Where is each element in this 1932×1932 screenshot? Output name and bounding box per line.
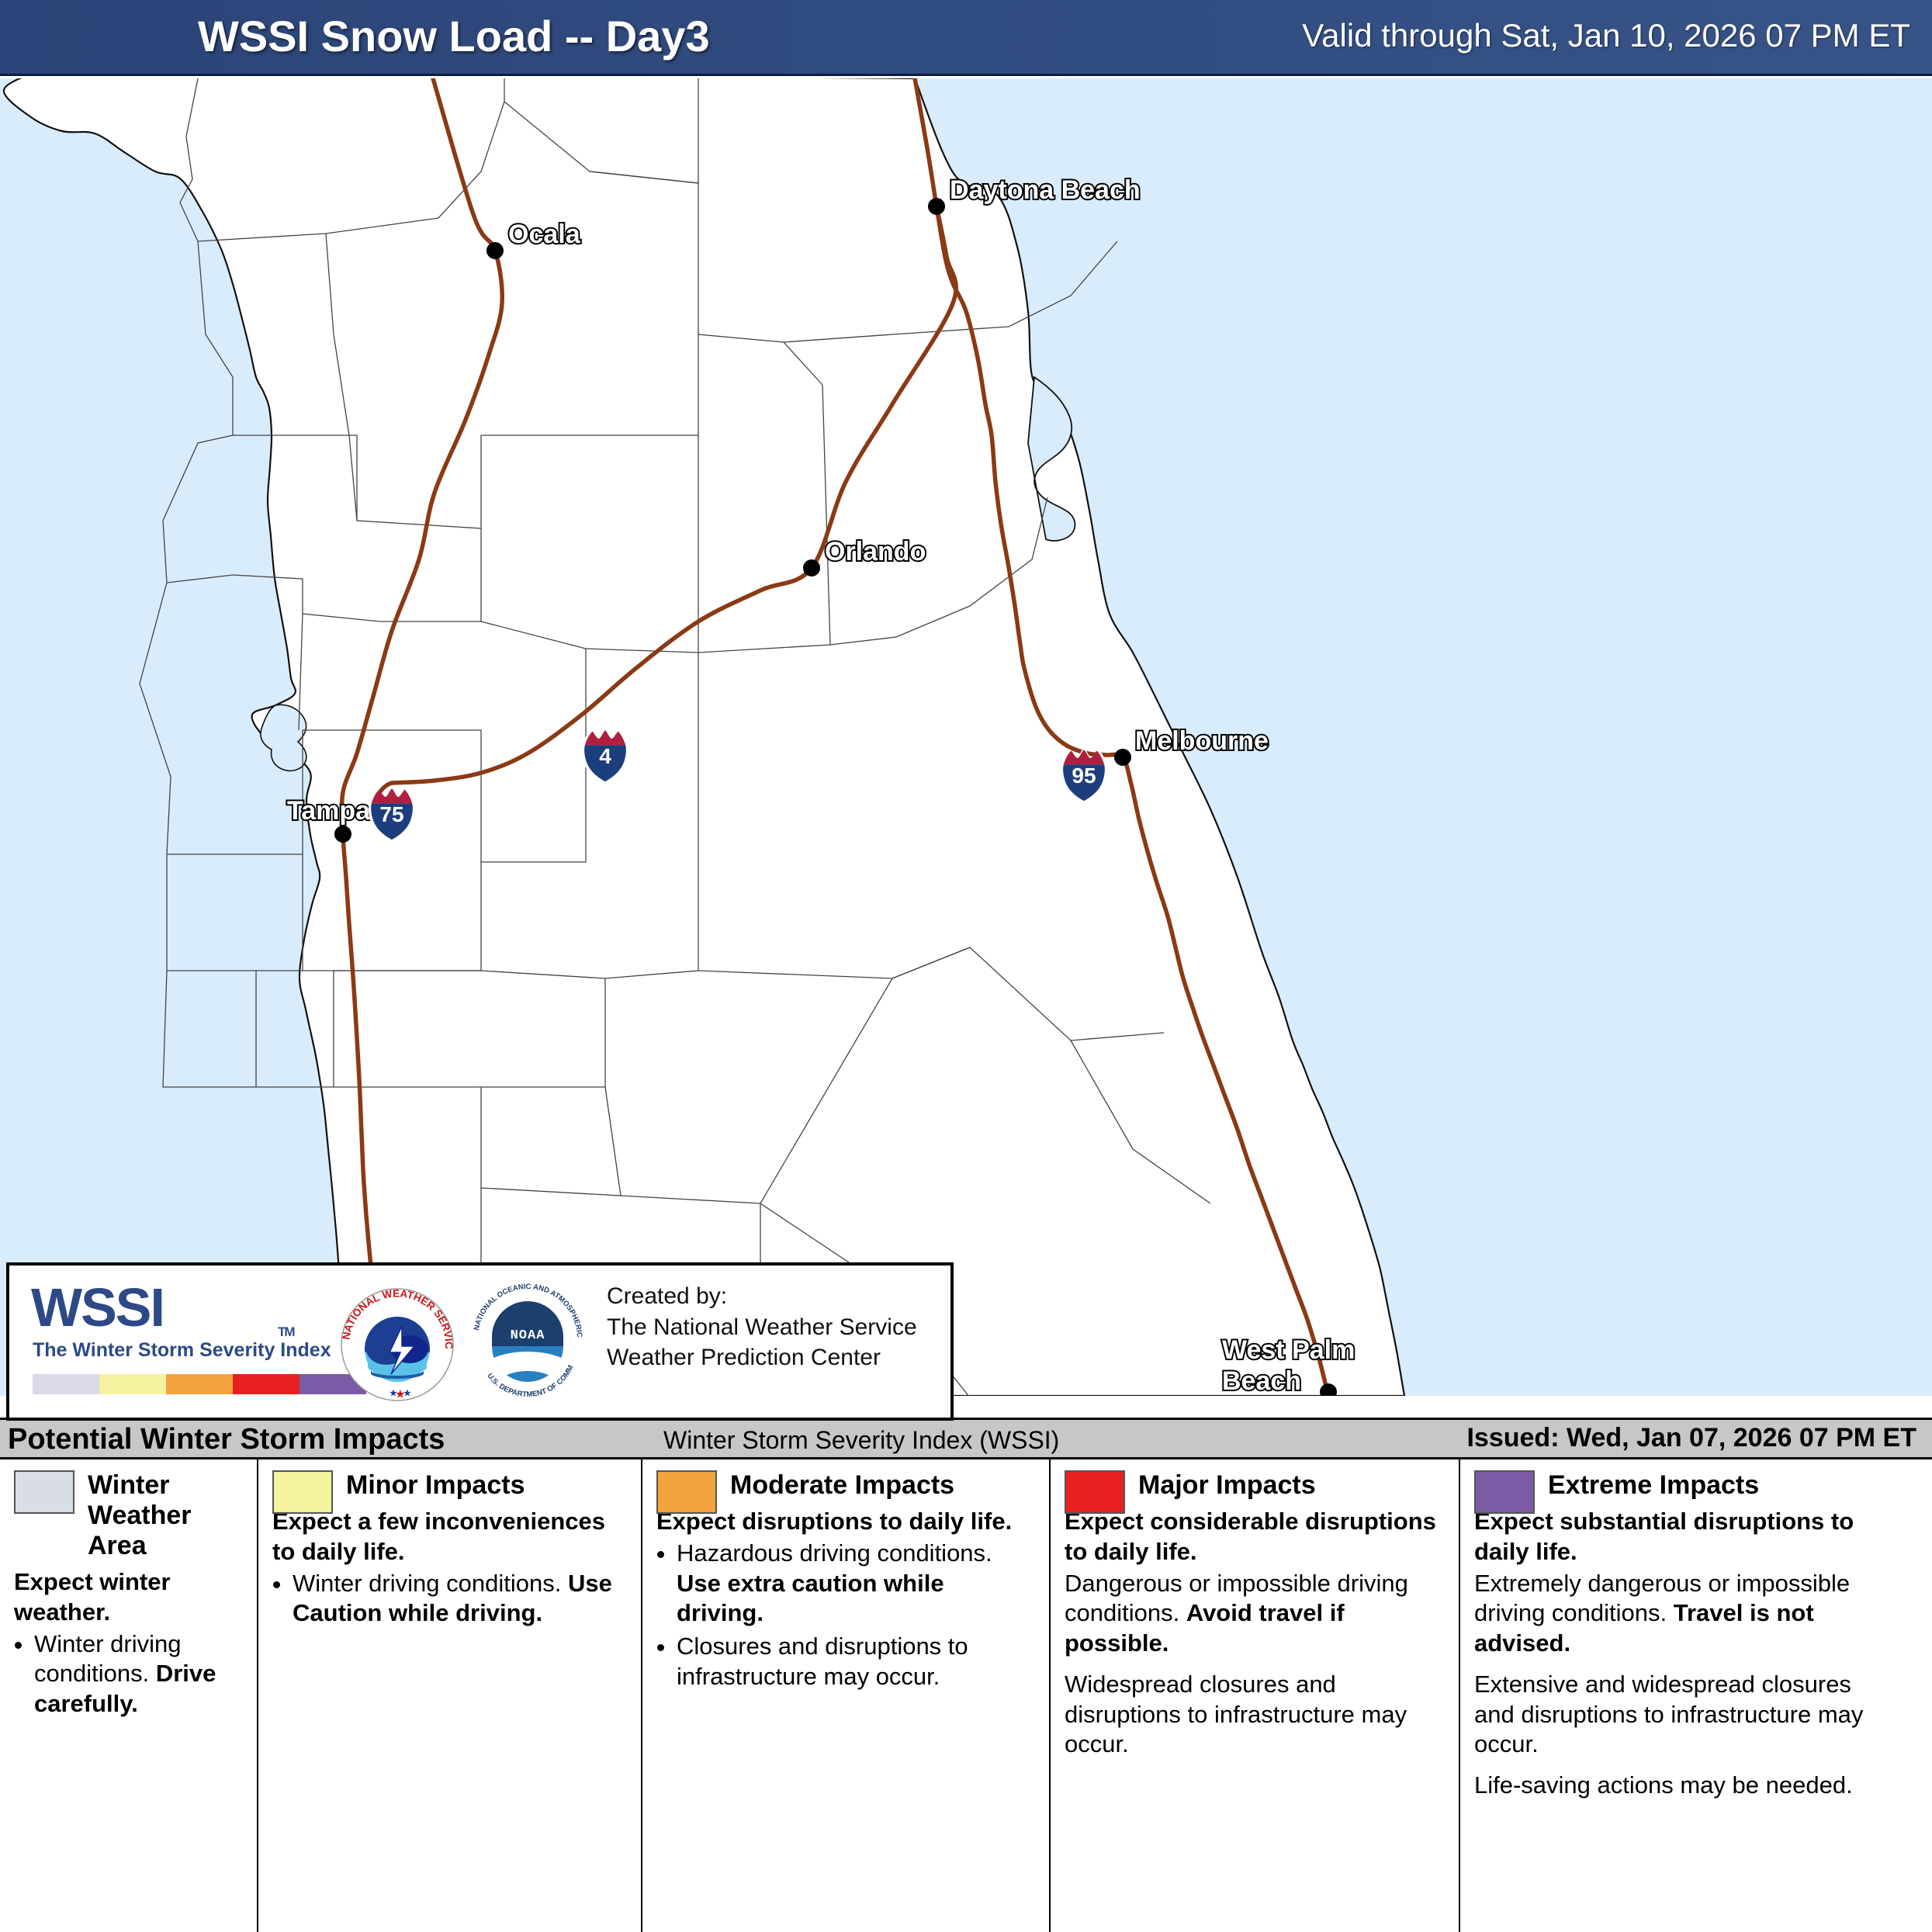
svg-text:NOAA: NOAA — [511, 1328, 545, 1343]
svg-text:Beach: Beach — [1222, 1366, 1301, 1396]
svg-text:Daytona Beach: Daytona Beach — [950, 175, 1141, 205]
svg-text:Orlando: Orlando — [825, 537, 926, 566]
svg-text:75: 75 — [379, 802, 403, 826]
svg-text:Melbourne: Melbourne — [1135, 726, 1269, 756]
svg-text:★: ★ — [403, 1389, 411, 1398]
svg-text:95: 95 — [1072, 763, 1096, 788]
svg-text:Ocala: Ocala — [508, 220, 581, 249]
svg-text:West Palm: West Palm — [1222, 1335, 1355, 1365]
svg-text:4: 4 — [599, 744, 611, 768]
svg-text:Tampa: Tampa — [287, 796, 371, 826]
